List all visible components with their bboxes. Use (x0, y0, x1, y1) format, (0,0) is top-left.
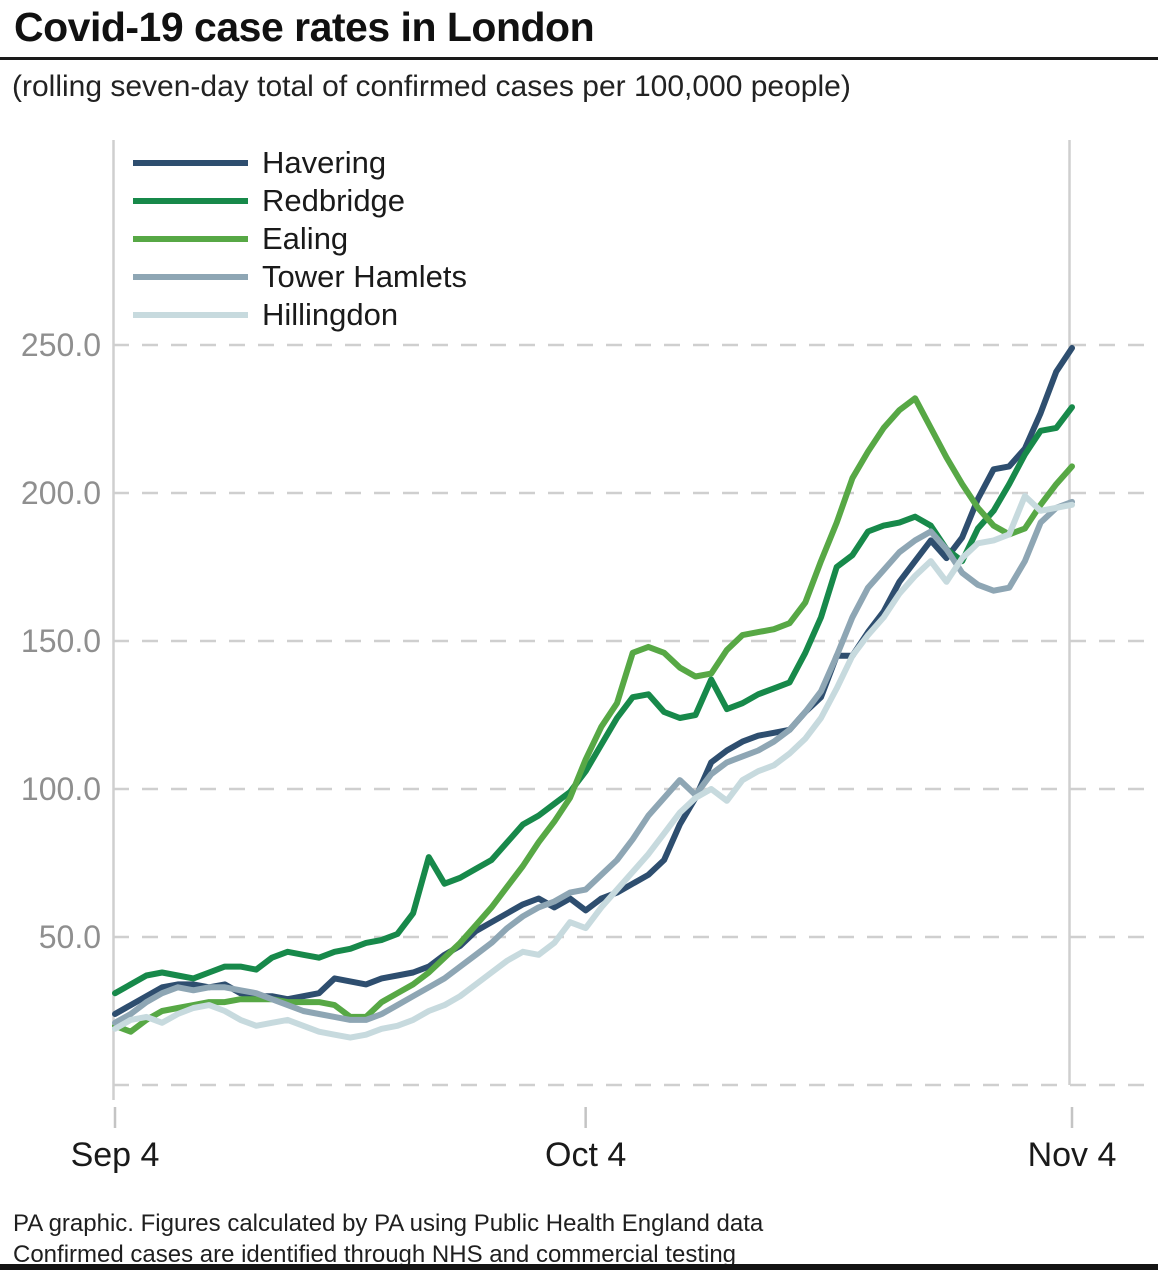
redbridge-line-swatch (133, 198, 248, 204)
legend-item-havering: Havering (133, 144, 467, 182)
legend-item-redbridge: Redbridge (133, 182, 467, 220)
legend-label-hillingdon: Hillingdon (262, 297, 399, 332)
ealing-line-swatch (133, 236, 248, 242)
source-note: PA graphic. Figures calculated by PA usi… (13, 1210, 764, 1237)
bottom-bar (0, 1264, 1158, 1270)
y-axis-label-250: 250.0 (20, 327, 101, 363)
y-axis-label-100: 100.0 (20, 771, 101, 807)
x-axis-label-sep4: Sep 4 (70, 1136, 160, 1174)
methodology-note: Confirmed cases are identified through N… (13, 1241, 737, 1268)
havering-line-swatch (133, 160, 248, 166)
page-subtitle: (rolling seven-day total of confirmed ca… (12, 70, 851, 103)
title-divider (0, 57, 1158, 60)
x-axis-label-nov4: Nov 4 (1027, 1136, 1117, 1174)
hillingdon-line-swatch (133, 312, 248, 318)
x-axis-label-oct4: Oct 4 (545, 1136, 627, 1174)
legend-label-redbridge: Redbridge (262, 183, 406, 218)
tower-hamlets-line-swatch (133, 274, 248, 280)
legend-item-tower-hamlets: Tower Hamlets (133, 258, 467, 296)
y-axis-label-50: 50.0 (38, 919, 101, 955)
legend-label-tower-hamlets: Tower Hamlets (262, 259, 467, 294)
legend-item-ealing: Ealing (133, 220, 467, 258)
page-title: Covid-19 case rates in London (14, 4, 595, 50)
legend-label-havering: Havering (262, 145, 387, 180)
y-axis-label-200: 200.0 (20, 475, 101, 511)
legend: Havering Redbridge Ealing Tower Hamlets … (133, 144, 467, 334)
legend-label-ealing: Ealing (262, 221, 349, 256)
y-axis-label-150: 150.0 (20, 623, 101, 659)
legend-item-hillingdon: Hillingdon (133, 296, 467, 334)
